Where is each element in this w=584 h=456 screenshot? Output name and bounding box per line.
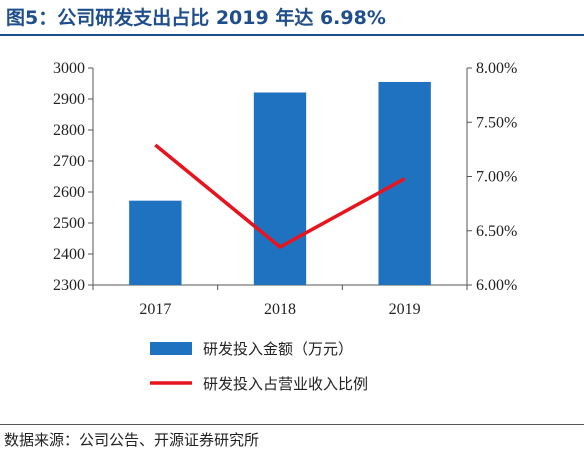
line-series <box>154 143 406 250</box>
bar-2017 <box>129 200 182 285</box>
x-tick-label: 2017 <box>139 301 171 318</box>
left-tick-label: 2500 <box>53 215 85 232</box>
chart-legend: 研发投入金额（万元） 研发投入占营业收入比例 <box>150 340 368 393</box>
left-tick-label: 3000 <box>53 60 85 77</box>
figure-title: 图5：公司研发支出占比 2019 年达 6.98% <box>6 7 386 29</box>
legend-bar-label: 研发投入金额（万元） <box>203 340 353 358</box>
bar-2019 <box>378 81 431 285</box>
legend-bar-swatch <box>150 342 192 355</box>
left-tick-label: 2800 <box>53 122 85 139</box>
bar-2018 <box>253 92 307 286</box>
title-rule <box>0 34 584 36</box>
source-rule <box>0 424 584 425</box>
left-tick-label: 2700 <box>53 153 85 170</box>
right-tick-label: 8.00% <box>476 60 517 77</box>
right-tick-label: 6.00% <box>476 277 517 294</box>
x-tick-label: 2018 <box>264 301 296 318</box>
chart: 2300 2400 2500 2600 2700 2800 2900 3000 6.00% 6.5… <box>53 60 517 393</box>
x-tick-label: 2019 <box>389 301 421 318</box>
source-note: 数据来源：公司公告、开源证券研究所 <box>4 431 260 449</box>
left-tick-label: 2900 <box>53 91 85 108</box>
right-tick-label: 7.50% <box>476 114 517 131</box>
left-tick-label: 2600 <box>53 184 85 201</box>
left-tick-label: 2400 <box>53 246 85 263</box>
ratio-line <box>154 143 406 250</box>
legend-line-label: 研发投入占营业收入比例 <box>203 375 368 393</box>
right-tick-label: 7.00% <box>476 169 517 186</box>
right-tick-label: 6.50% <box>476 223 517 240</box>
left-tick-label: 2300 <box>53 277 85 294</box>
chart-axes: 2300 2400 2500 2600 2700 2800 2900 3000 6.00% 6.5… <box>53 60 517 318</box>
bar-series <box>129 81 431 286</box>
